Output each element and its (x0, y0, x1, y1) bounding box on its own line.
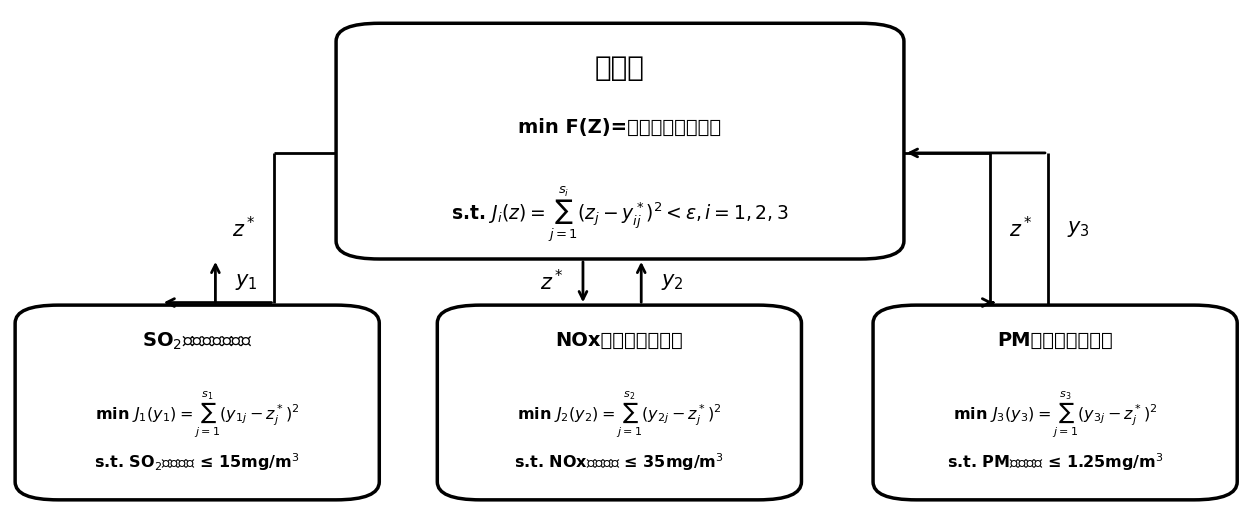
Text: $z^*$: $z^*$ (1009, 217, 1033, 241)
Text: 系统级: 系统级 (595, 54, 645, 82)
FancyBboxPatch shape (336, 23, 904, 259)
Text: $z^*$: $z^*$ (541, 269, 564, 295)
Text: $z^*$: $z^*$ (232, 217, 255, 241)
Text: SO$_2$脱除（学科级）: SO$_2$脱除（学科级） (141, 330, 253, 352)
Text: s.t. NOx排放浓度 ≤ 35mg/m$^3$: s.t. NOx排放浓度 ≤ 35mg/m$^3$ (515, 451, 724, 473)
Text: NOx脱除（学科级）: NOx脱除（学科级） (556, 330, 683, 350)
FancyBboxPatch shape (873, 305, 1238, 500)
Text: min F(Z)=污染物减排总成本: min F(Z)=污染物减排总成本 (518, 118, 722, 137)
Text: s.t. SO$_2$排放浓度 ≤ 15mg/m$^3$: s.t. SO$_2$排放浓度 ≤ 15mg/m$^3$ (94, 451, 300, 473)
Text: $y_2$: $y_2$ (661, 272, 683, 292)
Text: PM脱除（学科级）: PM脱除（学科级） (997, 330, 1114, 350)
Text: s.t. $J_i(z) = \sum_{j=1}^{s_i}(z_j - y_{ij}^*)^2 < \varepsilon, i = 1,2,3$: s.t. $J_i(z) = \sum_{j=1}^{s_i}(z_j - y_… (451, 185, 789, 244)
Text: s.t. PM排放浓度 ≤ 1.25mg/m$^3$: s.t. PM排放浓度 ≤ 1.25mg/m$^3$ (947, 451, 1163, 473)
Text: min $J_3(y_3) = \sum_{j=1}^{s_3}(y_{3j} - z_j^*)^2$: min $J_3(y_3) = \sum_{j=1}^{s_3}(y_{3j} … (952, 390, 1157, 440)
Text: $y_3$: $y_3$ (1068, 219, 1090, 239)
FancyBboxPatch shape (438, 305, 801, 500)
Text: min $J_2(y_2) = \sum_{j=1}^{s_2}(y_{2j} - z_j^*)^2$: min $J_2(y_2) = \sum_{j=1}^{s_2}(y_{2j} … (517, 390, 722, 440)
FancyBboxPatch shape (15, 305, 379, 500)
Text: min $J_1(y_1) = \sum_{j=1}^{s_1}(y_{1j} - z_j^*)^2$: min $J_1(y_1) = \sum_{j=1}^{s_1}(y_{1j} … (95, 390, 300, 440)
Text: $y_1$: $y_1$ (234, 272, 258, 292)
